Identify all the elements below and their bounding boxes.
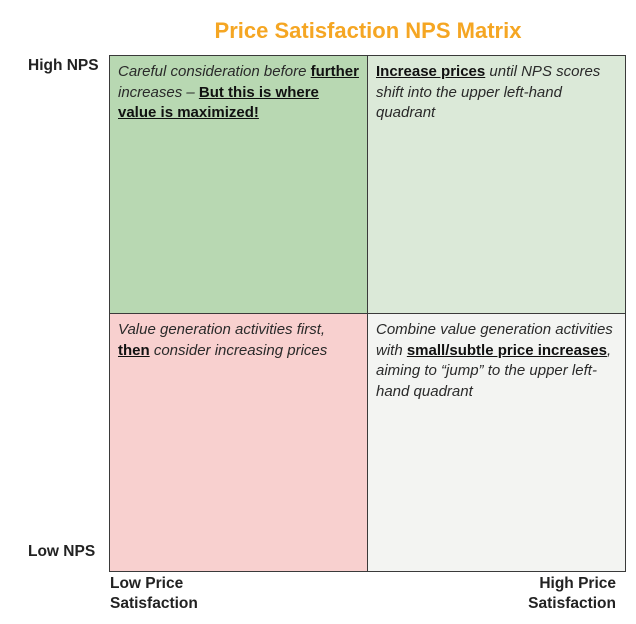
quadrant-bottom-right-text-1: Combine value generation activities with <box>376 321 613 359</box>
quadrant-bottom-left-text-1: Value generation activities first, <box>118 321 326 338</box>
x-axis-high-label-line1: High Price <box>539 575 616 592</box>
x-axis-low-label-line2: Satisfaction <box>110 595 198 612</box>
quadrant-bottom-left: Value generation activities first, then … <box>110 314 368 571</box>
page-title: Price Satisfaction NPS Matrix <box>214 18 522 43</box>
quadrant-top-left-emphasis-2: But this is where value is maximized! <box>118 83 319 122</box>
x-axis-low-label-line1: Low Price <box>110 575 184 592</box>
x-axis-low-label: Low Price Satisfaction <box>110 574 198 614</box>
quadrant-top-left-text-2: increases – <box>118 83 199 101</box>
quadrant-bottom-left-text-2: consider increasing prices <box>149 341 328 359</box>
quadrant-bottom-right-text-2: , aiming to “jump” to the upper left-han… <box>376 341 612 400</box>
quadrant-top-left-emphasis-1: further <box>310 63 359 80</box>
y-axis-high-label: High NPS <box>28 57 99 74</box>
matrix-grid: Careful consideration before further inc… <box>109 55 626 572</box>
quadrant-top-right-text-1: until NPS scores shift into the upper le… <box>376 63 601 121</box>
quadrant-top-left: Careful consideration before further inc… <box>110 56 368 314</box>
quadrant-top-left-text-1: Careful consideration before <box>118 63 311 80</box>
quadrant-bottom-right: Combine value generation activities with… <box>368 314 625 571</box>
quadrant-bottom-left-emphasis-1: then <box>118 341 150 359</box>
x-axis-high-label: High Price Satisfaction <box>500 574 616 614</box>
quadrant-top-right-emphasis-1: Increase prices <box>376 63 486 80</box>
y-axis-low-label: Low NPS <box>28 543 96 560</box>
quadrant-bottom-right-emphasis-1: small/subtle price increases <box>406 341 607 359</box>
x-axis-high-label-line2: Satisfaction <box>528 595 616 612</box>
quadrant-top-right: Increase prices until NPS scores shift i… <box>368 56 625 314</box>
